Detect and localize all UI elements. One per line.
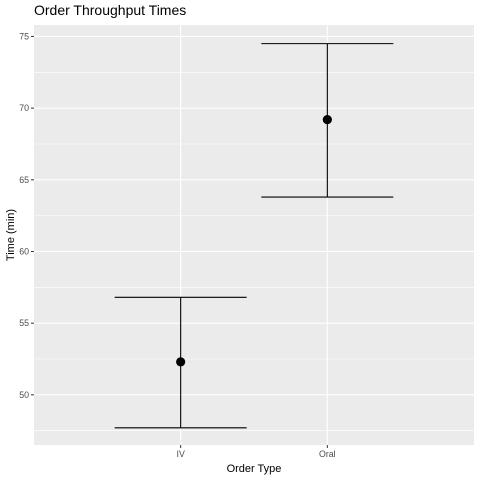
chart-title: Order Throughput Times bbox=[34, 2, 186, 18]
minor-gridlines bbox=[34, 72, 474, 431]
y-tick-label: 70 bbox=[19, 103, 29, 113]
y-tick-label: 65 bbox=[19, 175, 29, 185]
mean-point bbox=[322, 115, 332, 125]
y-tick-label: 55 bbox=[19, 318, 29, 328]
x-tick-label: Oral bbox=[319, 449, 336, 459]
x-tick-label: IV bbox=[177, 449, 185, 459]
plot-panel bbox=[34, 25, 474, 445]
y-axis-ticks: 50 55 60 65 70 75 bbox=[19, 31, 34, 400]
mean-points bbox=[176, 115, 332, 367]
y-tick-label: 50 bbox=[19, 390, 29, 400]
mean-point bbox=[176, 357, 186, 367]
y-tick-label: 60 bbox=[19, 246, 29, 256]
y-axis-title: Time (min) bbox=[5, 209, 17, 261]
x-axis-title: Order Type bbox=[227, 463, 282, 475]
x-axis-ticks: IV Oral bbox=[177, 445, 336, 459]
y-tick-label: 75 bbox=[19, 31, 29, 41]
